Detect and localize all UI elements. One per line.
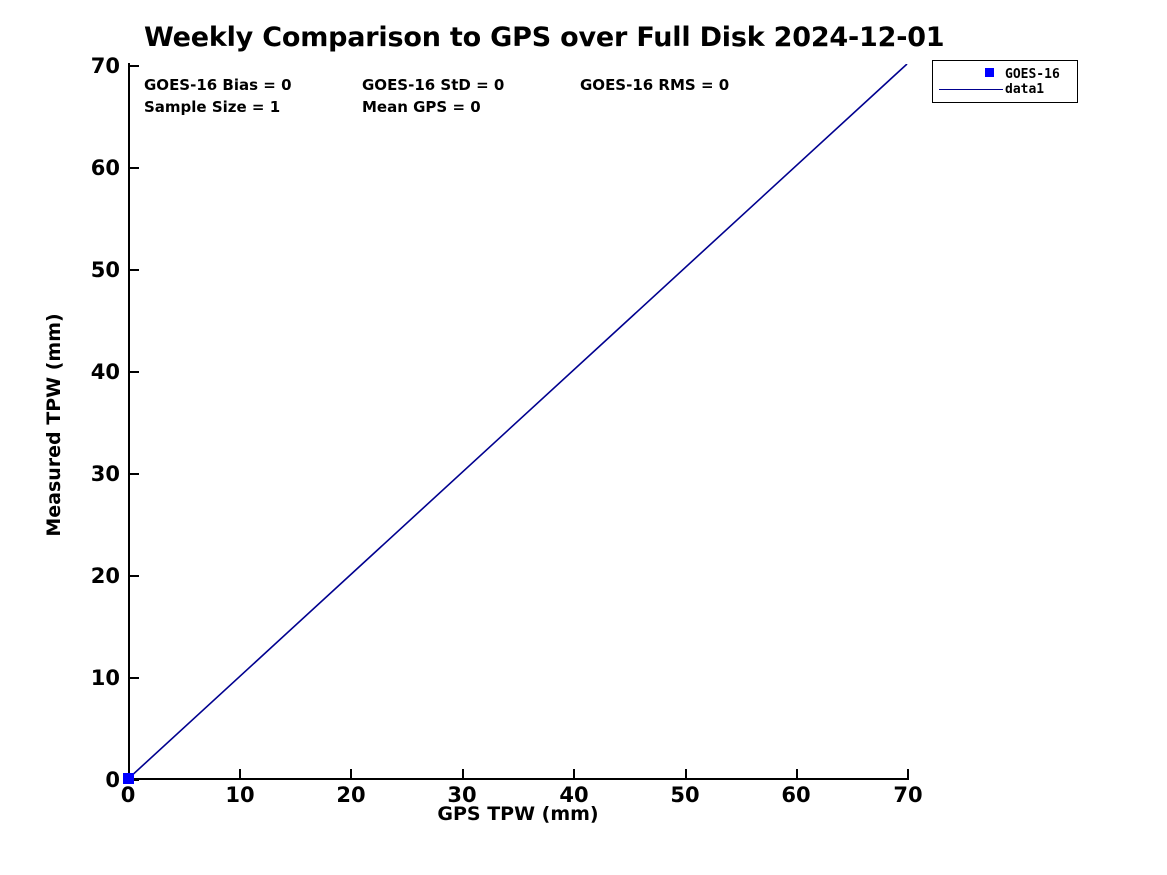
x-tick-label-20: 20 — [336, 783, 366, 807]
y-tick-40 — [130, 371, 139, 373]
y-axis-label: Measured TPW (mm) — [43, 313, 65, 537]
y-tick-label-10: 10 — [90, 666, 120, 690]
y-tick-30 — [130, 473, 139, 475]
x-tick-label-10: 10 — [225, 783, 255, 807]
legend-label-data1: data1 — [1005, 82, 1045, 97]
y-tick-label-70: 70 — [90, 54, 120, 78]
stat-sample-size: Sample Size = 1 — [144, 98, 281, 116]
x-tick-30 — [462, 769, 464, 778]
x-tick-label-50: 50 — [670, 783, 700, 807]
data-series-line — [128, 64, 908, 779]
legend-square-icon — [985, 68, 994, 77]
stat-mean-gps: Mean GPS = 0 — [362, 98, 481, 116]
data-point-marker — [123, 773, 134, 784]
legend-line-icon — [939, 89, 1003, 90]
y-tick-label-50: 50 — [90, 258, 120, 282]
x-tick-50 — [685, 769, 687, 778]
x-tick-label-30: 30 — [447, 783, 477, 807]
stat-bias: GOES-16 Bias = 0 — [144, 76, 292, 94]
y-tick-10 — [130, 677, 139, 679]
legend-label-goes16: GOES-16 — [1005, 67, 1060, 82]
y-tick-70 — [130, 65, 139, 67]
x-tick-label-70: 70 — [893, 783, 923, 807]
x-axis-label: GPS TPW (mm) — [437, 803, 599, 825]
x-axis-spine — [128, 778, 909, 780]
y-tick-label-40: 40 — [90, 360, 120, 384]
y-axis-spine — [128, 63, 130, 780]
x-tick-60 — [796, 769, 798, 778]
x-tick-label-0: 0 — [120, 783, 136, 807]
x-tick-label-60: 60 — [781, 783, 811, 807]
y-tick-50 — [130, 269, 139, 271]
x-tick-label-40: 40 — [559, 783, 589, 807]
x-tick-20 — [350, 769, 352, 778]
x-tick-40 — [573, 769, 575, 778]
stat-std: GOES-16 StD = 0 — [362, 76, 505, 94]
stat-rms: GOES-16 RMS = 0 — [580, 76, 730, 94]
y-tick-label-20: 20 — [90, 564, 120, 588]
y-tick-20 — [130, 575, 139, 577]
page-title: Weekly Comparison to GPS over Full Disk … — [144, 22, 945, 53]
x-tick-70 — [907, 769, 909, 778]
x-tick-10 — [239, 769, 241, 778]
y-tick-label-0: 0 — [105, 768, 120, 792]
y-tick-0 — [130, 779, 139, 781]
y-tick-label-30: 30 — [90, 462, 120, 486]
legend: GOES-16 data1 — [932, 60, 1078, 103]
plot-area — [123, 64, 908, 784]
y-tick-label-60: 60 — [90, 156, 120, 180]
y-tick-60 — [130, 167, 139, 169]
